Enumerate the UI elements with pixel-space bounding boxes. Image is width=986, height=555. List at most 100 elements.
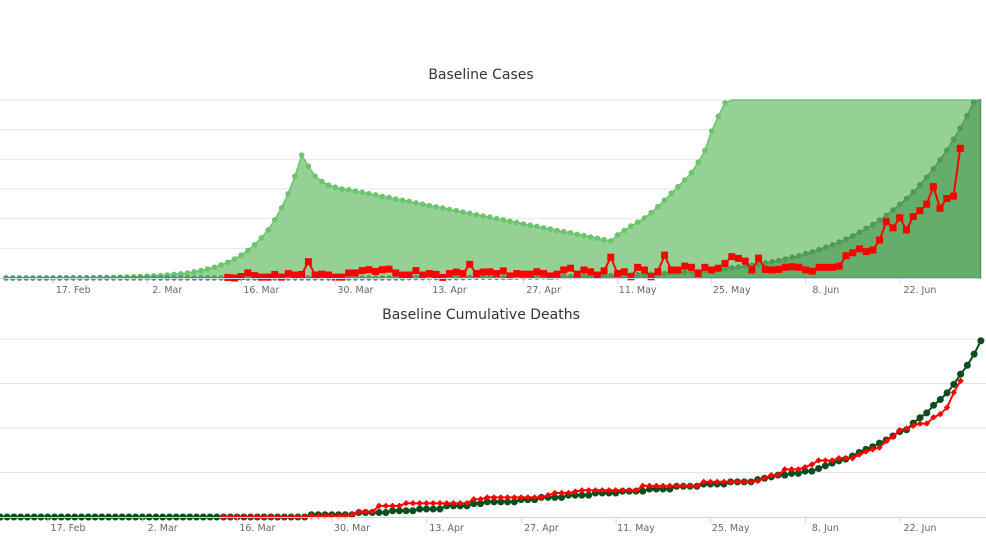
data-point [506, 272, 514, 280]
data-point [950, 389, 958, 396]
data-point [285, 190, 292, 197]
data-point [646, 482, 653, 490]
data-point [398, 271, 406, 279]
data-point [298, 152, 305, 158]
data-point [843, 236, 849, 242]
data-point [540, 270, 548, 278]
data-point [466, 210, 473, 217]
data-point [809, 249, 816, 255]
data-point [621, 227, 628, 234]
data-point [916, 414, 924, 422]
data-point [382, 509, 390, 517]
data-point [405, 271, 413, 279]
data-point [304, 258, 312, 266]
data-point [627, 273, 635, 281]
data-point [902, 226, 910, 234]
data-point [661, 197, 668, 204]
data-point [507, 218, 513, 225]
data-point [392, 269, 400, 277]
data-point [204, 266, 211, 272]
data-point [653, 482, 660, 490]
data-point [599, 487, 606, 494]
data-point [558, 493, 566, 501]
data-point [231, 256, 238, 262]
cases-chart: 17. Feb 2. Mar 16. Mar 30. Mar 13. Apr 27. Ap… [0, 98, 982, 296]
deaths-chart-title: Baseline Cumulative Deaths [382, 307, 580, 323]
data-point [396, 502, 403, 510]
data-point [593, 271, 601, 279]
cases-series-red-line [224, 144, 964, 282]
data-point [218, 262, 224, 268]
x-tick-label: 13. Apr [432, 285, 467, 296]
x-tick-label: 22. Jun [904, 523, 937, 534]
data-point [406, 198, 413, 205]
data-point [802, 266, 810, 274]
data-point [369, 508, 376, 515]
data-point [714, 264, 722, 272]
data-point [950, 136, 957, 143]
x-tick-label: 22. Jun [903, 285, 936, 296]
data-point [416, 500, 423, 507]
data-point [855, 451, 863, 458]
data-point [578, 491, 586, 499]
data-point [708, 266, 716, 274]
data-point [821, 462, 829, 470]
data-point [351, 269, 359, 277]
data-point [291, 271, 299, 279]
data-point [675, 183, 681, 190]
data-point [513, 270, 521, 278]
data-point [612, 487, 619, 494]
x-tick-label: 30. Mar [334, 523, 370, 534]
data-point [795, 263, 803, 271]
data-point [614, 232, 621, 238]
data-point [970, 99, 977, 106]
data-point [916, 420, 924, 427]
data-point [855, 245, 863, 253]
data-point [722, 265, 728, 272]
data-point [822, 457, 829, 464]
data-point [257, 273, 265, 281]
data-point [950, 192, 958, 200]
data-point [829, 241, 836, 248]
data-point [389, 507, 397, 515]
data-point [795, 466, 802, 473]
data-point [930, 414, 937, 421]
data-point [538, 494, 545, 501]
data-point [479, 268, 487, 276]
data-point [348, 511, 356, 518]
data-point [392, 196, 399, 202]
data-point [477, 500, 485, 508]
data-point [315, 512, 322, 519]
data-point [450, 500, 457, 507]
data-point [459, 270, 467, 278]
data-point [399, 197, 406, 204]
data-point [511, 494, 518, 501]
data-point [573, 270, 581, 278]
data-point [382, 502, 390, 510]
x-tick-label: 8. Jun [812, 285, 839, 296]
data-point [701, 263, 709, 271]
data-point [916, 207, 924, 215]
data-point [311, 271, 319, 279]
data-point [224, 259, 231, 266]
data-point [640, 266, 648, 274]
data-point [849, 233, 856, 239]
data-point [702, 147, 708, 154]
data-point [395, 507, 403, 515]
data-point [359, 189, 365, 196]
data-point [402, 507, 410, 515]
data-point [828, 457, 836, 464]
data-point [782, 256, 789, 262]
data-point [957, 370, 965, 378]
deaths-series-red-line [220, 377, 964, 521]
x-tick-label: 16. Mar [239, 523, 275, 534]
data-point [957, 125, 964, 131]
data-point [372, 192, 379, 198]
data-point [581, 273, 587, 280]
data-point [402, 500, 410, 507]
data-point [741, 478, 748, 486]
data-point [903, 425, 910, 432]
data-point [546, 272, 554, 280]
data-point [734, 478, 741, 486]
data-point [829, 263, 837, 271]
